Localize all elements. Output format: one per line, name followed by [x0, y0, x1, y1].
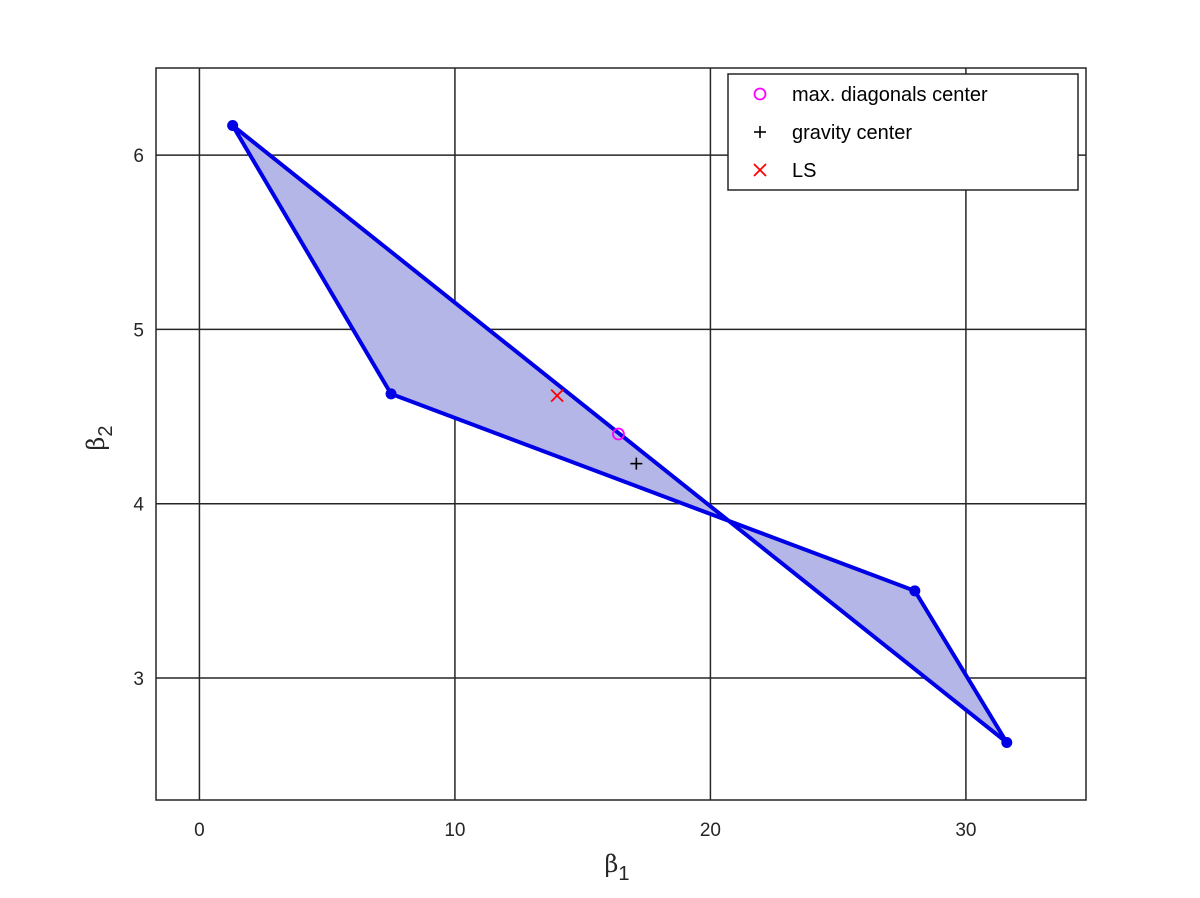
legend-marker — [754, 126, 766, 138]
legend-label: max. diagonals center — [792, 84, 988, 106]
vertex-point — [385, 388, 397, 400]
x-tick-label: 10 — [444, 820, 465, 841]
x-tick-label: 30 — [955, 820, 976, 841]
legend: max. diagonals center gravity center LS — [727, 73, 1079, 191]
data-point — [612, 427, 625, 441]
tick-labels: 0 10 20 30 3 4 5 6 — [133, 146, 976, 841]
y-tick-label: 5 — [133, 320, 144, 341]
data-points — [550, 389, 643, 470]
legend-box — [727, 73, 1079, 191]
vertex-point — [909, 585, 921, 597]
marker-stroke — [550, 389, 564, 403]
vertex-point — [227, 120, 239, 132]
feasible-region — [227, 120, 1013, 748]
vertex-point — [1001, 736, 1013, 748]
y-tick-label: 3 — [133, 669, 144, 690]
y-tick-label: 6 — [133, 146, 144, 167]
data-point — [550, 389, 564, 403]
legend-marker — [753, 87, 767, 101]
y-tick-label: 4 — [133, 495, 144, 516]
x-tick-label: 20 — [700, 820, 721, 841]
axes-box — [155, 67, 1087, 801]
marker-stroke — [753, 163, 767, 177]
legend-marker — [753, 163, 767, 177]
data-point — [630, 457, 643, 470]
legend-label: LS — [792, 160, 816, 182]
x-tick-label: 0 — [194, 820, 205, 841]
region-boundary — [230, 123, 1009, 745]
x-axis-label: β1 — [605, 850, 630, 885]
y-axis-label: β2 — [82, 426, 117, 451]
legend-label: gravity center — [792, 122, 912, 144]
